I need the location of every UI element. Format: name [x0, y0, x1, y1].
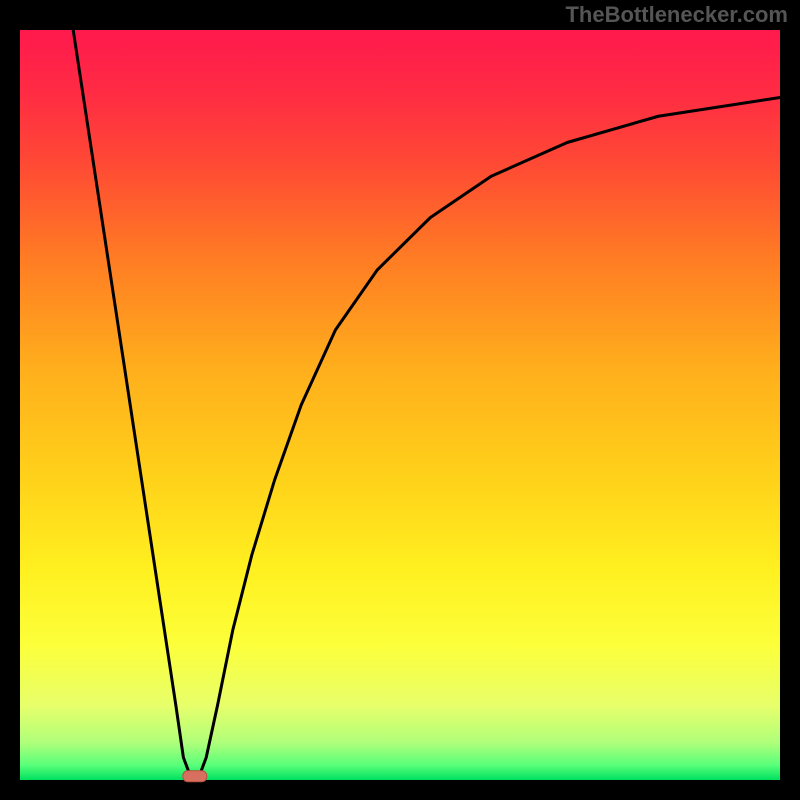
min-marker	[183, 771, 207, 782]
chart-container: TheBottlenecker.com	[0, 0, 800, 800]
bottleneck-chart	[0, 0, 800, 800]
chart-plot-background	[20, 30, 780, 780]
watermark-text: TheBottlenecker.com	[565, 2, 788, 28]
